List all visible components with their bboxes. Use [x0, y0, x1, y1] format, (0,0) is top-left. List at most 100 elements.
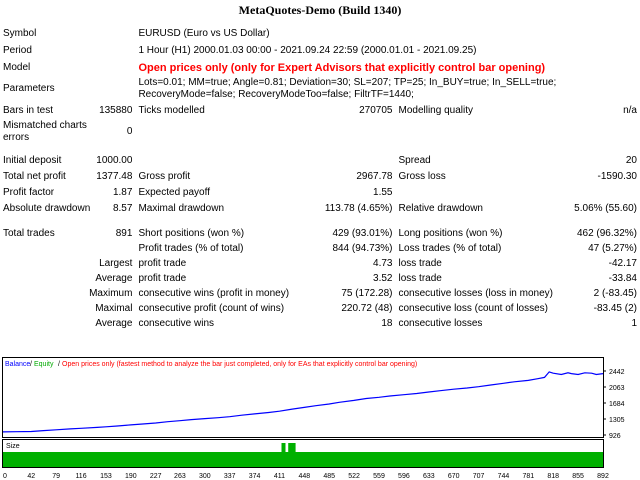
- bars-value: 135880: [99, 104, 133, 116]
- grossprofit-value: 2967.78: [356, 171, 393, 182]
- mismatch-label: Mismatched charts errors: [3, 119, 87, 143]
- x-tick-label-2: 79: [52, 473, 60, 480]
- grossloss-label: Gross loss: [398, 171, 446, 182]
- x-tick-label-19: 707: [473, 473, 485, 480]
- maximum-label: Maximum: [89, 287, 133, 299]
- largest-profit-label: profit trade: [138, 257, 187, 269]
- maximal-label: Maximal: [95, 302, 133, 314]
- ticks-value: 270705: [359, 104, 393, 116]
- size-spike-1: [288, 443, 293, 467]
- report-table: Symbol EURUSD (Euro vs US Dollar) Period…: [0, 25, 640, 331]
- x-tick-label-17: 633: [423, 473, 435, 480]
- reldd-value: 5.06% (55.60): [574, 203, 637, 214]
- x-tick-label-13: 485: [323, 473, 335, 480]
- x-tick-label-10: 374: [249, 473, 261, 480]
- legend-balance: Balance: [5, 361, 30, 368]
- trades-value: 891: [115, 227, 133, 239]
- absdd-value: 8.57: [112, 203, 133, 214]
- x-tick-label-16: 596: [398, 473, 410, 480]
- ticks-label: Ticks modelled: [138, 104, 205, 116]
- x-tick-label-14: 522: [348, 473, 360, 480]
- profit-trades-value: 844 (94.73%): [332, 242, 393, 254]
- report-title: MetaQuotes-Demo (Build 1340): [238, 3, 402, 17]
- payoff-value: 1.55: [373, 187, 393, 198]
- profitfactor-label: Profit factor: [3, 187, 55, 198]
- maximal-loss-label: consecutive loss (count of losses): [398, 302, 548, 314]
- x-tick-label-9: 337: [224, 473, 236, 480]
- long-label: Long positions (won %): [398, 227, 503, 239]
- x-tick-label-6: 227: [150, 473, 162, 480]
- spread-value: 20: [625, 155, 637, 166]
- largest-loss-value: -42.17: [608, 257, 637, 269]
- x-tick-label-12: 448: [299, 473, 311, 480]
- size-bar-3: [294, 452, 603, 467]
- balance-line: [2, 371, 604, 433]
- netprofit-label: Total net profit: [3, 171, 66, 182]
- maximum-losses-label: consecutive losses (loss in money): [398, 287, 553, 299]
- largest-loss-label: loss trade: [398, 257, 442, 269]
- deposit-label: Initial deposit: [3, 155, 62, 166]
- size-spike-2: [291, 443, 296, 467]
- loss-trades-label: Loss trades (% of total): [398, 242, 502, 254]
- size-bar-1: [284, 452, 289, 467]
- x-tick-label-5: 190: [125, 473, 137, 480]
- profit-trades-label: Profit trades (% of total): [138, 242, 244, 254]
- grossprofit-label: Gross profit: [138, 171, 191, 182]
- average-profit-value: 3.52: [373, 272, 393, 284]
- legend-separator-2: /: [58, 361, 60, 368]
- reldd-label: Relative drawdown: [398, 203, 483, 214]
- loss-trades-value: 47 (5.27%): [588, 242, 637, 254]
- x-tick-label-15: 559: [373, 473, 385, 480]
- largest-profit-value: 4.73: [373, 257, 393, 269]
- quality-label: Modelling quality: [398, 104, 473, 116]
- profitfactor-value: 1.87: [112, 187, 133, 198]
- maximum-wins-label: consecutive wins (profit in money): [138, 287, 290, 299]
- bars-label: Bars in test: [3, 104, 54, 116]
- payoff-label: Expected payoff: [138, 187, 210, 198]
- symbol-label: Symbol: [3, 27, 37, 39]
- average-consecutive-losses-value: 1: [631, 317, 637, 329]
- trades-label: Total trades: [3, 227, 55, 239]
- x-tick-label-20: 744: [498, 473, 510, 480]
- legend-equity: Equity: [34, 361, 54, 368]
- mismatch-value: 0: [126, 125, 133, 137]
- x-tick-label-18: 670: [448, 473, 460, 480]
- maximal-profit-value: 220.72 (48): [341, 302, 393, 314]
- x-tick-label-11: 411: [274, 473, 285, 480]
- maximal-loss-value: -83.45 (2): [593, 302, 637, 314]
- largest-label: Largest: [99, 257, 133, 269]
- average-consecutive-losses-label: consecutive losses: [398, 317, 483, 329]
- period-label: Period: [3, 44, 32, 56]
- x-tick-label-24: 892: [597, 473, 609, 480]
- absdd-label: Absolute drawdown: [3, 203, 91, 214]
- x-tick-label-4: 153: [100, 473, 112, 480]
- model-value: Open prices only (only for Expert Adviso…: [138, 61, 546, 74]
- netprofit-value: 1377.48: [96, 171, 133, 182]
- y-tick-label-3: 2063: [609, 385, 625, 392]
- parameters-label: Parameters: [3, 83, 55, 94]
- legend-separator-1: /: [30, 361, 32, 368]
- x-tick-label-23: 855: [572, 473, 584, 480]
- average-loss-value: -33.84: [608, 272, 637, 284]
- size-bar-0: [3, 452, 283, 467]
- x-tick-label-22: 818: [547, 473, 559, 480]
- maximum-wins-value: 75 (172.28): [341, 287, 393, 299]
- x-tick-label-1: 42: [27, 473, 35, 480]
- maximal-profit-label: consecutive profit (count of wins): [138, 302, 285, 314]
- y-tick-label-0: 926: [609, 433, 621, 440]
- x-tick-label-21: 781: [522, 473, 534, 480]
- maxdd-value: 113.78 (4.65%): [324, 203, 393, 214]
- average-consecutive-wins-label: consecutive wins: [138, 317, 215, 329]
- size-label: Size: [6, 443, 20, 450]
- y-tick-label-1: 1305: [609, 417, 625, 424]
- balance-chart: Balance / Equity / Open prices only (fas…: [2, 357, 625, 480]
- average-loss-label: loss trade: [398, 272, 442, 284]
- spread-label: Spread: [398, 155, 431, 166]
- x-tick-label-0: 0: [3, 473, 7, 480]
- average-consecutive-label: Average: [95, 317, 133, 329]
- x-tick-label-8: 300: [199, 473, 211, 480]
- y-tick-label-4: 2442: [609, 369, 625, 376]
- average-profit-label: profit trade: [138, 272, 187, 284]
- parameters-value: Lots=0.01; MM=true; Angle=0.81; Deviatio…: [138, 77, 557, 100]
- x-tick-label-7: 263: [174, 473, 186, 480]
